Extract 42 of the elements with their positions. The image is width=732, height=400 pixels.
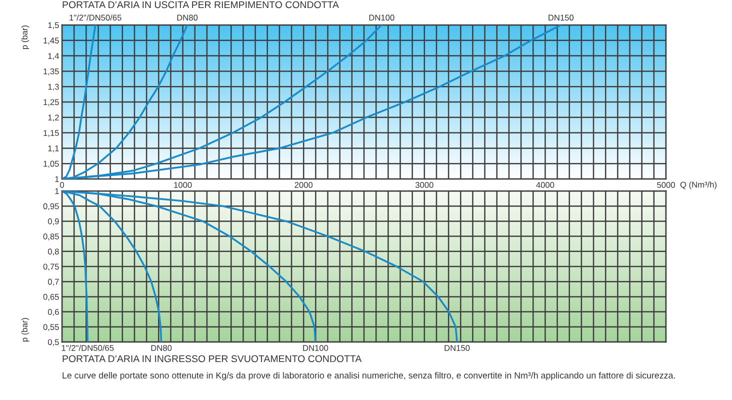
- text: Le curve delle portate sono ottenute in Kg/s da prove di laboratorio e analisi numeriche, senza filtro, e convertite in Nm³/h applicando un fattore di sicurezza.: [62, 372, 675, 380]
- series-label: DN100: [369, 14, 394, 21]
- y-tick-label: 1: [55, 176, 59, 182]
- y-tick-label: 1,05: [44, 160, 59, 168]
- series-label: DN100: [303, 345, 328, 351]
- text: PORTATA D’ARIA IN INGRESSO PER SVUOTAMENTO CONDOTTA: [62, 355, 362, 362]
- series-label: 1"/2"/DN50/65: [70, 14, 122, 21]
- series-label: DN150: [548, 14, 574, 21]
- series-label: 1"/2"/DN50/65: [62, 344, 114, 351]
- x-tick-label: 5000: [657, 182, 675, 188]
- chart-title: PORTATA D’ARIA IN USCITA PER RIEMPIMENTO CONDOTTA: [62, 1, 339, 8]
- y-tick-label: 0,65: [43, 294, 59, 301]
- y-tick-label: 0,7: [48, 278, 59, 286]
- y-tick-label: 0,9: [48, 218, 59, 226]
- x-tick-label: 2000: [294, 182, 313, 188]
- y-tick-label: 1,15: [44, 130, 59, 137]
- x-tick-label: 3000: [415, 182, 434, 188]
- series-label: DN80: [177, 14, 198, 21]
- y-tick-label: 0,85: [43, 234, 59, 240]
- y-tick-label: 1,5: [48, 22, 59, 30]
- y-tick-label: 1,25: [44, 99, 59, 106]
- y-axis-title: p (bar): [21, 318, 30, 342]
- y-tick-label: 1: [55, 188, 59, 194]
- y-tick-label: 1,35: [44, 68, 59, 76]
- y-tick-label: 0,95: [43, 203, 59, 210]
- x-tick-label: 1000: [174, 182, 192, 188]
- x-tick-label: 4000: [536, 182, 554, 188]
- y-tick-label: 0,55: [43, 324, 59, 331]
- y-tick-label: 1,3: [48, 84, 59, 91]
- y-tick-label: 0,6: [48, 309, 59, 316]
- series-label: DN80: [151, 345, 172, 351]
- y-axis-title: p (bar): [21, 26, 30, 50]
- y-tick-label: 0,8: [48, 248, 59, 256]
- y-tick-label: 1,45: [44, 38, 59, 44]
- y-tick-label: 1,4: [48, 53, 59, 60]
- y-tick-label: 0,5: [48, 339, 59, 346]
- y-tick-label: 1,2: [48, 114, 59, 122]
- x-tick-label: 0: [60, 182, 64, 188]
- x-axis-title: Q (Nm³/h): [680, 182, 717, 190]
- series-label: DN150: [444, 345, 470, 351]
- y-tick-label: 1,1: [48, 145, 59, 152]
- y-tick-label: 0,75: [43, 264, 59, 271]
